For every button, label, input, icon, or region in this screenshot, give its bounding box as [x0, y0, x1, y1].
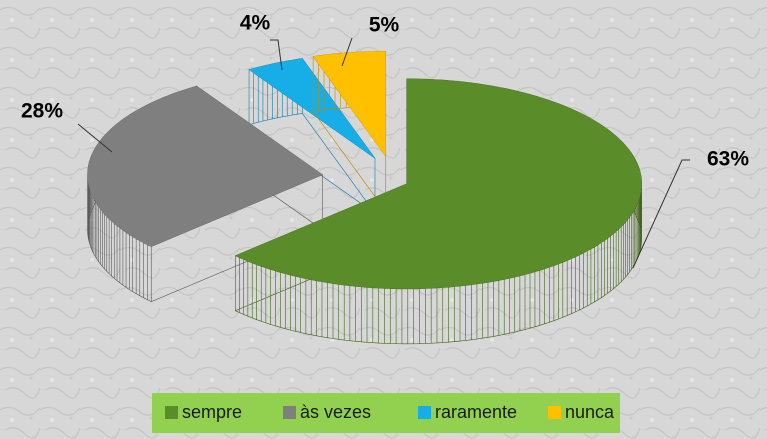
leader-line: [77, 123, 113, 153]
data-label: 63%: [707, 148, 749, 171]
legend: sempre às vezes raramente nunca: [165, 402, 615, 422]
slice: [249, 58, 375, 159]
data-label: 28%: [21, 100, 63, 123]
legend-swatch: [283, 406, 296, 419]
legend-swatch: [548, 406, 561, 419]
legend-label: nunca: [565, 402, 615, 422]
leader-line: [341, 37, 353, 67]
data-labels: 63% 28% 4% 5%: [21, 12, 749, 269]
legend-label: sempre: [182, 402, 242, 422]
legend-box: [152, 393, 620, 433]
pie: [87, 50, 643, 345]
data-label: 5%: [369, 14, 400, 37]
legend-label: às vezes: [300, 402, 371, 422]
data-label: 4%: [240, 12, 271, 35]
slice: [87, 86, 323, 247]
legend-label: raramente: [435, 402, 517, 422]
slice: [235, 78, 642, 289]
leader-line: [270, 39, 283, 71]
legend-swatch: [165, 406, 178, 419]
leader-line: [632, 159, 690, 269]
slice: [313, 51, 386, 157]
legend-swatch: [418, 406, 431, 419]
